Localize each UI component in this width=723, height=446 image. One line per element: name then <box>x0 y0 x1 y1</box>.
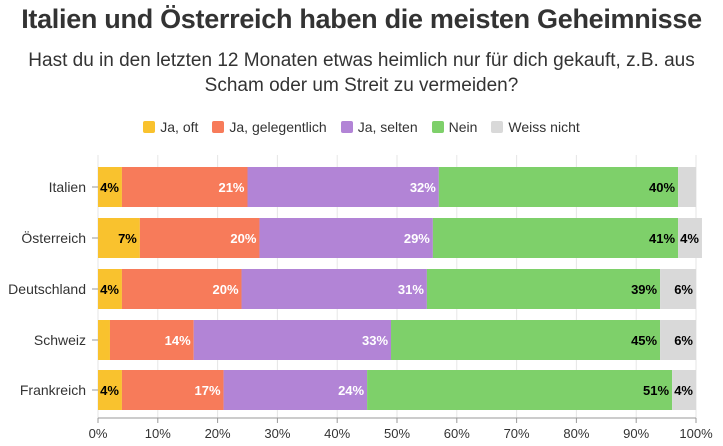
category-label: Deutschland <box>8 281 86 297</box>
legend-item: Ja, selten <box>340 119 418 135</box>
legend-label: Ja, oft <box>160 119 199 135</box>
data-label: 39% <box>631 282 657 297</box>
legend-swatch <box>491 121 504 133</box>
data-label: 31% <box>398 282 424 297</box>
legend-swatch <box>143 121 156 133</box>
x-tick-label: 0% <box>89 426 108 441</box>
data-label: 14% <box>165 333 191 348</box>
x-tick-label: 40% <box>324 426 350 441</box>
legend-swatch <box>212 121 225 133</box>
data-label: 7% <box>118 231 137 246</box>
chart-subtitle: Hast du in den letzten 12 Monaten etwas … <box>28 50 695 96</box>
chart-title: Italien und Österreich haben die meisten… <box>21 4 702 34</box>
bar-segment <box>121 269 242 309</box>
legend-item: Nein <box>431 119 478 135</box>
data-label: 17% <box>195 383 221 398</box>
category-label: Österreich <box>21 229 86 246</box>
x-tick-label: 10% <box>145 426 171 441</box>
data-label: 33% <box>362 333 388 348</box>
bar-segment <box>438 167 679 207</box>
legend-label: Nein <box>448 119 478 135</box>
x-tick-label: 90% <box>623 426 649 441</box>
bar-segment <box>98 218 140 258</box>
data-label: 51% <box>643 383 669 398</box>
legend-swatch <box>431 121 444 133</box>
legend-label: Ja, gelegentlich <box>229 119 327 135</box>
x-tick-label: 60% <box>444 426 470 441</box>
data-label: 6% <box>674 282 693 297</box>
data-label: 29% <box>404 231 430 246</box>
data-label: 21% <box>218 180 244 195</box>
bar-segment <box>98 370 122 410</box>
bar-segment <box>139 218 260 258</box>
data-label: 4% <box>100 180 119 195</box>
bar-segment <box>367 370 673 410</box>
bar-segment <box>660 269 696 309</box>
bar-segment <box>121 370 224 410</box>
legend-item: Ja, gelegentlich <box>212 119 327 135</box>
bar-segment <box>98 269 122 309</box>
bar-segment <box>223 370 368 410</box>
bar-segment <box>391 320 661 360</box>
bar-segment <box>98 320 110 360</box>
data-label: 4% <box>100 383 119 398</box>
data-label: 24% <box>338 383 364 398</box>
bar-segment <box>109 320 194 360</box>
legend-swatch <box>340 121 353 133</box>
bar-segment <box>121 167 248 207</box>
x-tick-label: 20% <box>205 426 231 441</box>
legend-item: Weiss nicht <box>491 119 580 135</box>
data-label: 20% <box>212 282 238 297</box>
data-label: 40% <box>649 180 675 195</box>
data-label: 6% <box>674 333 693 348</box>
bar-segment <box>247 167 439 207</box>
data-label: 4% <box>680 231 699 246</box>
bar-segment <box>259 218 433 258</box>
chart-legend: Ja, oft Ja, gelegentlich Ja, selten Nein Wei… <box>0 119 723 135</box>
bar-segment <box>241 269 427 309</box>
legend-label: Weiss nicht <box>508 119 580 135</box>
bar-segment <box>98 167 122 207</box>
x-tick-label: 100% <box>679 426 713 441</box>
data-label: 32% <box>410 180 436 195</box>
data-label: 4% <box>100 282 119 297</box>
bar-segment <box>672 370 696 410</box>
data-label: 45% <box>631 333 657 348</box>
data-label: 4% <box>674 383 693 398</box>
data-label: 20% <box>230 231 256 246</box>
x-tick-label: 80% <box>563 426 589 441</box>
category-label: Schweiz <box>34 332 86 348</box>
bar-segment <box>426 269 661 309</box>
category-label: Italien <box>49 179 86 195</box>
x-tick-label: 70% <box>504 426 530 441</box>
x-tick-label: 50% <box>384 426 410 441</box>
category-label: Frankreich <box>20 382 86 398</box>
bar-segment <box>432 218 679 258</box>
data-label: 41% <box>649 231 675 246</box>
bar-segment <box>660 320 696 360</box>
bar-segment <box>678 218 702 258</box>
legend-label: Ja, selten <box>357 119 418 135</box>
x-tick-label: 30% <box>264 426 290 441</box>
legend-item: Ja, oft <box>143 119 198 135</box>
bar-segment <box>678 167 696 207</box>
bar-segment <box>193 320 392 360</box>
